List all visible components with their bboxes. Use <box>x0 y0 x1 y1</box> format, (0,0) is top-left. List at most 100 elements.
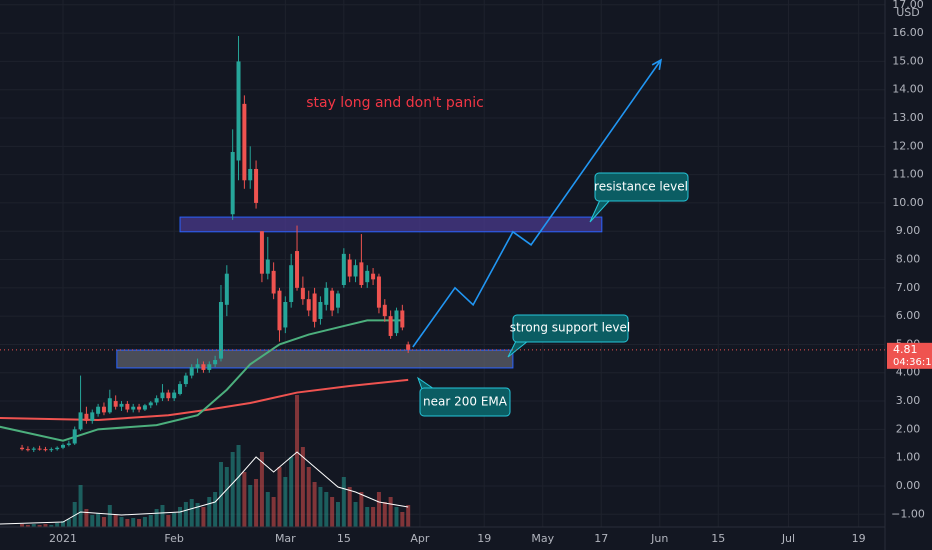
candle-body <box>96 406 101 414</box>
candle-body <box>78 412 83 430</box>
volume-bar <box>230 452 235 527</box>
candle-body <box>148 402 153 406</box>
volume-bar <box>160 505 165 527</box>
y-tick-label: 2.00 <box>896 422 921 435</box>
candle-body <box>242 103 247 181</box>
volume-bar <box>166 515 171 527</box>
candle-body <box>306 299 311 311</box>
volume-bar <box>347 487 352 527</box>
candle-body <box>365 270 370 283</box>
candles <box>20 35 411 452</box>
volume-bar <box>271 497 276 527</box>
x-tick-label: 15 <box>711 532 725 545</box>
volume-bar <box>400 512 405 527</box>
volume-bar <box>388 497 393 527</box>
last-price-box <box>887 342 932 369</box>
callout-box <box>594 172 689 202</box>
candle-body <box>178 384 183 394</box>
candle-body <box>376 276 381 308</box>
volume-bar <box>201 507 206 527</box>
volume-bar <box>178 507 183 527</box>
x-tick-label: 19 <box>477 532 491 545</box>
candle-body <box>43 449 48 451</box>
arrow-head <box>651 58 662 70</box>
y-tick-label: 9.00 <box>896 224 921 237</box>
volume-bar <box>277 467 282 527</box>
candle-body <box>25 449 30 451</box>
x-tick-label: 17 <box>594 532 608 545</box>
candle-body <box>154 398 159 403</box>
volume-bar <box>142 517 147 527</box>
volume-bar <box>25 525 30 527</box>
volume-bar <box>289 457 294 527</box>
volume-bar <box>90 515 95 527</box>
y-tick-label: 8.00 <box>896 253 921 266</box>
indicator-lines <box>0 319 409 442</box>
volume-bar <box>306 467 311 527</box>
volume-bar <box>55 523 60 527</box>
volume-bar <box>195 503 200 527</box>
candle-body <box>382 304 387 317</box>
callout-support: strong support level <box>507 314 630 358</box>
candle-body <box>101 406 106 413</box>
volume-bar <box>78 485 83 527</box>
candle-body <box>142 405 147 410</box>
volume-bar <box>382 502 387 527</box>
candle-body <box>318 301 323 319</box>
candle-body <box>330 290 335 311</box>
volume-bar <box>101 517 106 527</box>
candle-body <box>324 287 329 305</box>
candle-body <box>189 367 194 376</box>
candle-body <box>236 61 241 161</box>
candle-body <box>125 403 130 410</box>
volume-bar <box>183 502 188 527</box>
volume-bar <box>213 492 218 527</box>
volume-pane <box>0 395 411 527</box>
volume-bar <box>394 507 399 527</box>
candle-body <box>195 364 200 369</box>
currency-label: USD <box>896 6 920 19</box>
volume-bar <box>49 525 54 527</box>
volume-bar <box>406 505 411 527</box>
candle-body <box>119 403 124 407</box>
volume-bar <box>376 492 381 527</box>
y-tick-label: 3.00 <box>896 394 921 407</box>
candle-body <box>183 375 188 385</box>
volume-bar <box>254 479 259 527</box>
x-tick-label: Jun <box>650 532 668 545</box>
volume-bar <box>31 524 36 527</box>
volume-bar <box>148 515 153 527</box>
volume-bar <box>259 452 264 527</box>
x-tick-label: May <box>531 532 554 545</box>
candle-body <box>84 413 89 421</box>
zone <box>116 349 514 369</box>
volume-bar <box>318 487 323 527</box>
candle-body <box>224 273 229 305</box>
candle-body <box>406 344 411 350</box>
candle-body <box>61 444 66 448</box>
y-tick-label: 0.00 <box>896 479 921 492</box>
candle-body <box>371 273 376 280</box>
candle-body <box>388 316 393 336</box>
candle-body <box>394 310 399 334</box>
callout-resistance: resistance level <box>589 172 689 223</box>
last-price-label: 4.81 <box>893 343 918 356</box>
y-tick-label: −1.00 <box>891 507 925 520</box>
candle-body <box>271 270 276 294</box>
y-tick-label: 1.00 <box>896 451 921 464</box>
candle-body <box>207 364 212 370</box>
zone <box>179 216 603 233</box>
candle-body <box>259 231 264 274</box>
callout-text: strong support level <box>510 321 630 335</box>
y-tick-label: 10.00 <box>892 196 924 209</box>
volume-average <box>0 451 409 525</box>
volume-bar <box>96 513 101 527</box>
volume-bar <box>37 525 42 527</box>
volume-bar <box>113 515 118 527</box>
candle-body <box>353 265 358 277</box>
y-tick-label: 14.00 <box>892 83 924 96</box>
candle-body <box>31 448 36 450</box>
volume-bar <box>43 524 48 527</box>
candle-body <box>107 398 112 413</box>
